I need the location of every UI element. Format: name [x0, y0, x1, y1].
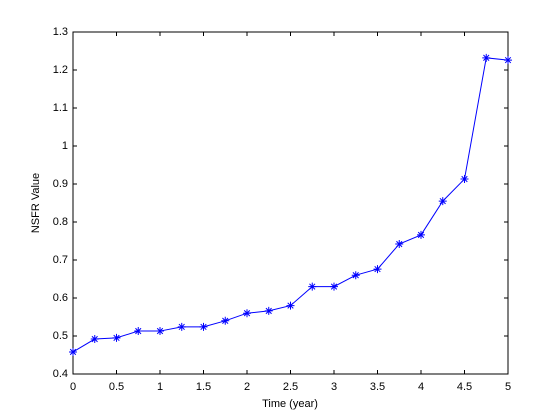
y-tick-label: 0.9: [53, 178, 68, 190]
marker: [460, 175, 469, 184]
marker: [112, 333, 121, 342]
marker: [395, 240, 404, 249]
y-tick-label: 1.1: [53, 102, 68, 114]
y-tick-label: 1.3: [53, 26, 68, 38]
x-tick-label: 3: [331, 381, 337, 393]
marker: [373, 265, 382, 274]
marker: [438, 197, 447, 206]
x-tick-label: 2: [244, 381, 250, 393]
marker: [243, 309, 251, 318]
x-tick-label: 3.5: [370, 381, 385, 393]
x-tick-label: 1.5: [196, 381, 211, 393]
marker: [264, 306, 273, 315]
marker: [156, 327, 164, 336]
marker: [482, 53, 491, 62]
marker: [286, 301, 295, 310]
x-tick-label: 0: [70, 381, 76, 393]
marker: [308, 282, 317, 291]
marker: [221, 316, 230, 325]
marker: [90, 335, 99, 344]
y-tick-label: 1.2: [53, 64, 68, 76]
y-tick-label: 1: [62, 140, 68, 152]
plot-area: [72, 31, 509, 375]
y-tick-label: 0.4: [53, 368, 68, 380]
marker: [351, 271, 360, 280]
marker: [199, 322, 208, 331]
marker: [69, 347, 77, 356]
x-tick-label: 5: [505, 381, 511, 393]
marker: [330, 282, 338, 291]
x-tick-label: 4.5: [457, 381, 472, 393]
y-tick-label: 0.6: [53, 292, 68, 304]
x-tick-label: 0.5: [109, 381, 124, 393]
x-tick-label: 1: [157, 381, 163, 393]
marker: [504, 56, 512, 65]
x-tick-label: 2.5: [283, 381, 298, 393]
x-tick-label: 4: [418, 381, 424, 393]
marker: [134, 327, 143, 336]
x-axis-label: Time (year): [262, 398, 318, 410]
marker: [417, 230, 425, 239]
y-tick-label: 0.8: [53, 216, 68, 228]
y-axis-label: NSFR Value: [30, 173, 42, 233]
marker: [177, 322, 186, 331]
y-tick-label: 0.5: [53, 330, 68, 342]
y-tick-label: 0.7: [53, 254, 68, 266]
